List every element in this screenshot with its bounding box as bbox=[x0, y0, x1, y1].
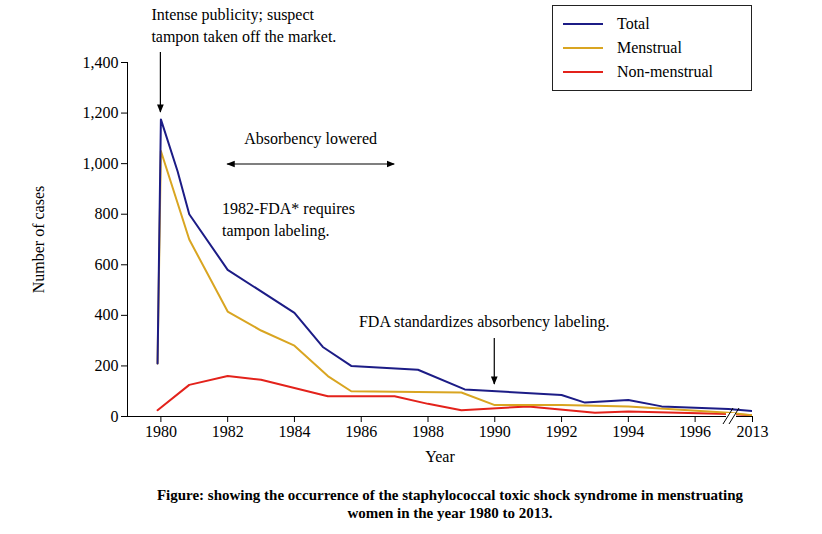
svg-text:Year: Year bbox=[425, 448, 455, 465]
svg-text:1982-FDA* requirestampon label: 1982-FDA* requirestampon labeling. bbox=[222, 200, 355, 240]
html-text:Menstrual: Menstrual bbox=[617, 39, 682, 56]
svg-text:200: 200 bbox=[95, 357, 119, 374]
svg-text:Number of cases: Number of cases bbox=[30, 186, 47, 294]
svg-text:2013: 2013 bbox=[737, 423, 769, 440]
svg-text:1,200: 1,200 bbox=[83, 104, 119, 121]
html-text:Figure: showing the occurrence: Figure: showing the occurrence of the st… bbox=[156, 487, 744, 521]
svg-text:1982: 1982 bbox=[212, 423, 244, 440]
svg-text:Intense publicity; suspecttamp: Intense publicity; suspecttampon taken o… bbox=[151, 6, 336, 46]
svg-text:Absorbency lowered: Absorbency lowered bbox=[244, 130, 377, 148]
svg-text:1990: 1990 bbox=[479, 423, 511, 440]
svg-text:1,400: 1,400 bbox=[83, 54, 119, 71]
svg-text:1996: 1996 bbox=[679, 423, 711, 440]
svg-text:1988: 1988 bbox=[412, 423, 444, 440]
svg-text:1980: 1980 bbox=[145, 423, 177, 440]
svg-text:1984: 1984 bbox=[278, 423, 310, 440]
svg-text:1986: 1986 bbox=[345, 423, 377, 440]
html-text:Total: Total bbox=[617, 15, 650, 32]
svg-text:1994: 1994 bbox=[612, 423, 644, 440]
svg-text:1992: 1992 bbox=[546, 423, 578, 440]
svg-text:600: 600 bbox=[95, 256, 119, 273]
svg-text:FDA standardizes absorbency la: FDA standardizes absorbency labeling. bbox=[359, 313, 610, 331]
svg-text:1,000: 1,000 bbox=[83, 155, 119, 172]
html-text:Non-menstrual: Non-menstrual bbox=[617, 63, 713, 80]
svg-text:400: 400 bbox=[95, 306, 119, 323]
svg-text:800: 800 bbox=[95, 205, 119, 222]
svg-text:0: 0 bbox=[111, 408, 119, 425]
